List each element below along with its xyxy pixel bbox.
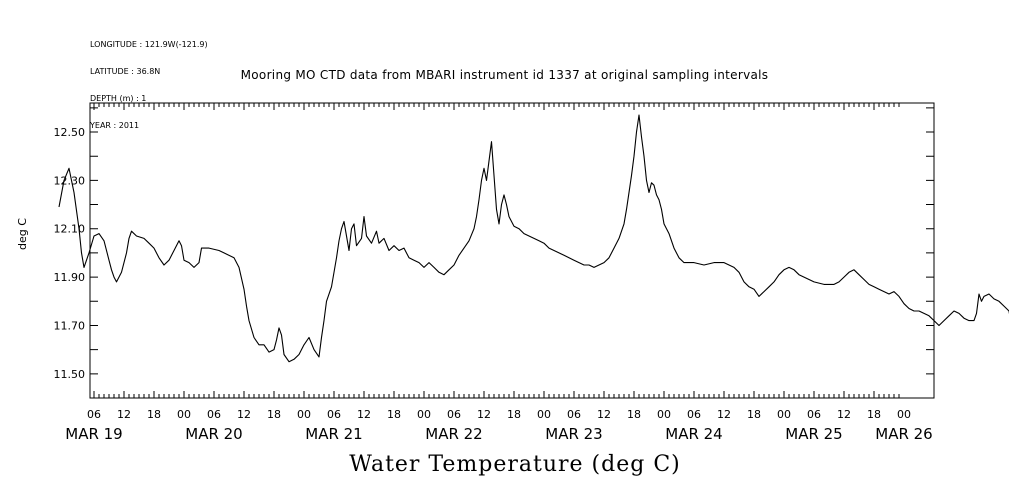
x-tick-label: 12 — [597, 408, 611, 421]
x-tick-label: 12 — [477, 408, 491, 421]
x-date-label: MAR 24 — [665, 425, 722, 443]
x-date-label: MAR 21 — [305, 425, 362, 443]
x-tick-label: 18 — [867, 408, 881, 421]
x-tick-label: 12 — [237, 408, 251, 421]
x-tick-label: 00 — [417, 408, 431, 421]
x-date-label: MAR 19 — [65, 425, 122, 443]
x-tick-label: 00 — [657, 408, 671, 421]
x-tick-label: 18 — [267, 408, 281, 421]
y-ticks — [90, 107, 934, 399]
x-tick-label: 00 — [297, 408, 311, 421]
x-date-label: MAR 25 — [785, 425, 842, 443]
x-tick-label: 00 — [537, 408, 551, 421]
chart-title: Mooring MO CTD data from MBARI instrumen… — [240, 68, 769, 82]
x-date-label: MAR 26 — [875, 425, 932, 443]
y-tick-label: 12.30 — [54, 174, 86, 187]
x-tick-label: 00 — [777, 408, 791, 421]
x-tick-label: 18 — [147, 408, 161, 421]
x-tick-label: 18 — [627, 408, 641, 421]
x-tick-label: 18 — [507, 408, 521, 421]
x-tick-label: 12 — [357, 408, 371, 421]
longitude-label: LONGITUDE : 121.9W(-121.9) — [90, 40, 208, 49]
x-tick-label: 18 — [387, 408, 401, 421]
y-tick-label: 11.90 — [54, 271, 86, 284]
year-label: YEAR : 2011 — [90, 121, 140, 130]
temperature-series-line — [58, 114, 1009, 363]
x-tick-label: 06 — [567, 408, 581, 421]
metadata-block: LONGITUDE : 121.9W(-121.9) LATITUDE : 36… — [90, 22, 208, 139]
x-date-label: MAR 23 — [545, 425, 602, 443]
y-tick-label: 12.50 — [54, 126, 86, 139]
x-ticks-bottom — [93, 391, 900, 398]
x-ticks-top — [93, 103, 900, 110]
x-tick-label: 06 — [687, 408, 701, 421]
y-tick-label: 12.10 — [54, 223, 86, 236]
x-date-label: MAR 20 — [185, 425, 242, 443]
y-tick-label: 11.70 — [54, 319, 86, 332]
x-tick-label: 06 — [87, 408, 101, 421]
y-tick-label: 11.50 — [54, 368, 86, 381]
x-tick-label: 06 — [207, 408, 221, 421]
x-tick-label: 00 — [897, 408, 911, 421]
plot-frame — [89, 102, 935, 399]
x-tick-label: 18 — [747, 408, 761, 421]
x-tick-label: 12 — [717, 408, 731, 421]
x-axis-title: Water Temperature (deg C) — [349, 452, 681, 477]
x-date-label: MAR 22 — [425, 425, 482, 443]
latitude-label: LATITUDE : 36.8N — [90, 67, 161, 76]
x-tick-label: 12 — [117, 408, 131, 421]
x-tick-label: 06 — [327, 408, 341, 421]
x-tick-label: 12 — [837, 408, 851, 421]
x-tick-label: 06 — [807, 408, 821, 421]
depth-label: DEPTH (m) : 1 — [90, 94, 147, 103]
x-tick-label: 00 — [177, 408, 191, 421]
x-tick-label: 06 — [447, 408, 461, 421]
